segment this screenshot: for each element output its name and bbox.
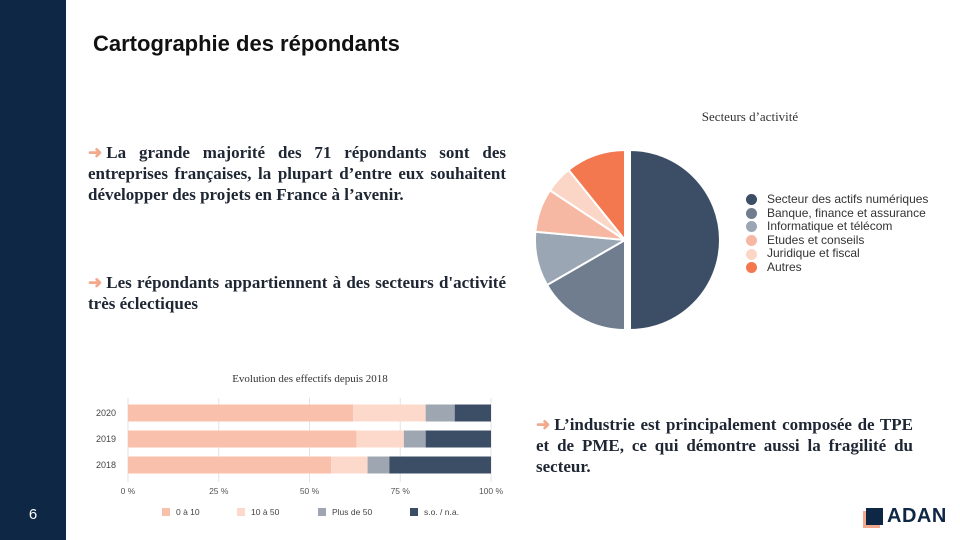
bar-chart-title: Evolution des effectifs depuis 2018 xyxy=(232,373,388,385)
legend-item: Etudes et conseils xyxy=(746,232,928,248)
legend-label: 10 à 50 xyxy=(251,507,280,517)
x-tick-label: 100 % xyxy=(479,486,504,496)
paragraph-sectors: ➜ Les répondants appartiennent à des sect… xyxy=(88,272,506,314)
legend-label: Juridique et fiscal xyxy=(767,246,860,261)
bar-segment xyxy=(353,404,426,422)
paragraph-respondents-origin: ➜ La grande majorité des 71 répondants so… xyxy=(88,142,506,205)
pie-chart-title: Secteurs d’activité xyxy=(701,109,799,124)
legend-label: s.o. / n.a. xyxy=(424,507,459,517)
legend-label: 0 à 10 xyxy=(176,507,200,517)
legend-swatch-icon xyxy=(410,508,418,516)
legend-swatch-icon xyxy=(746,262,757,274)
logo-text: ADAN xyxy=(887,505,947,527)
slide-title: Cartographie des répondants xyxy=(93,31,400,56)
legend-swatch-icon xyxy=(746,221,757,233)
bar-segment xyxy=(128,404,354,422)
x-tick-label: 25 % xyxy=(209,486,229,496)
pie-chart xyxy=(534,148,721,332)
pie-slice xyxy=(629,148,721,332)
bar-segment xyxy=(389,456,491,474)
bar-segment xyxy=(356,430,404,448)
legend-item: Secteur des actifs numériques xyxy=(746,192,929,207)
x-tick-label: 0 % xyxy=(121,486,136,496)
y-tick-label: 2018 xyxy=(96,460,116,470)
bar-segment xyxy=(403,430,426,448)
x-tick-label: 50 % xyxy=(300,486,320,496)
x-tick-label: 75 % xyxy=(391,486,411,496)
legend-item: Banque, finance et assurance xyxy=(746,205,928,221)
legend-item: Informatique et télécom xyxy=(746,220,928,234)
bar-segment xyxy=(128,456,332,474)
legend-swatch-icon xyxy=(746,194,757,206)
stacked-bar-chart: 0 % 25 % 50 % 75 % 100 % 2020 2019 2018 0 à 10 10… xyxy=(96,398,504,517)
left-sidebar xyxy=(0,0,66,540)
y-tick-label: 2020 xyxy=(96,408,116,418)
legend-label: Etudes et conseils xyxy=(767,232,865,247)
legend-label: Autres xyxy=(767,259,802,274)
legend-swatch-icon xyxy=(746,248,757,260)
paragraph-text: L’industrie est principalement composée … xyxy=(536,415,913,476)
legend-label: Secteur des actifs numériques xyxy=(767,192,929,206)
pie-slice xyxy=(567,148,626,243)
paragraph-text: La grande majorité des 71 répondants son… xyxy=(88,143,506,204)
legend-label: Banque, finance et assurance xyxy=(767,205,926,220)
arrow-icon: ➜ xyxy=(536,415,551,434)
legend-label: Informatique et télécom xyxy=(767,219,893,234)
legend-swatch-icon xyxy=(237,508,245,516)
arrow-icon: ➜ xyxy=(88,273,103,292)
legend-item: Juridique et fiscal xyxy=(746,247,928,261)
paragraph-text: Les répondants appartiennent à des secte… xyxy=(88,273,506,313)
bar-segment xyxy=(128,430,357,448)
bar-segment xyxy=(454,404,491,422)
paragraph-industry: ➜ L’industrie est principalement composée… xyxy=(536,414,913,477)
legend-swatch-icon xyxy=(746,207,757,219)
bar-segment xyxy=(367,456,390,474)
pie-slice xyxy=(545,238,626,332)
pie-legend: Secteur des actifs numériques Banque, fin… xyxy=(746,192,929,275)
bar-segment xyxy=(425,404,455,422)
logo-square-icon xyxy=(866,508,883,525)
legend-swatch-icon xyxy=(746,235,757,247)
legend-swatch-icon xyxy=(162,508,170,516)
legend-item: Autres xyxy=(746,259,928,275)
arrow-icon: ➜ xyxy=(88,143,103,162)
adan-logo: ADAN xyxy=(866,505,947,528)
legend-swatch-icon xyxy=(318,508,326,516)
bar-segment xyxy=(425,430,491,448)
bar-segment xyxy=(331,456,368,474)
page-number: 6 xyxy=(28,506,38,523)
legend-label: Plus de 50 xyxy=(332,507,372,517)
y-tick-label: 2019 xyxy=(96,434,116,444)
